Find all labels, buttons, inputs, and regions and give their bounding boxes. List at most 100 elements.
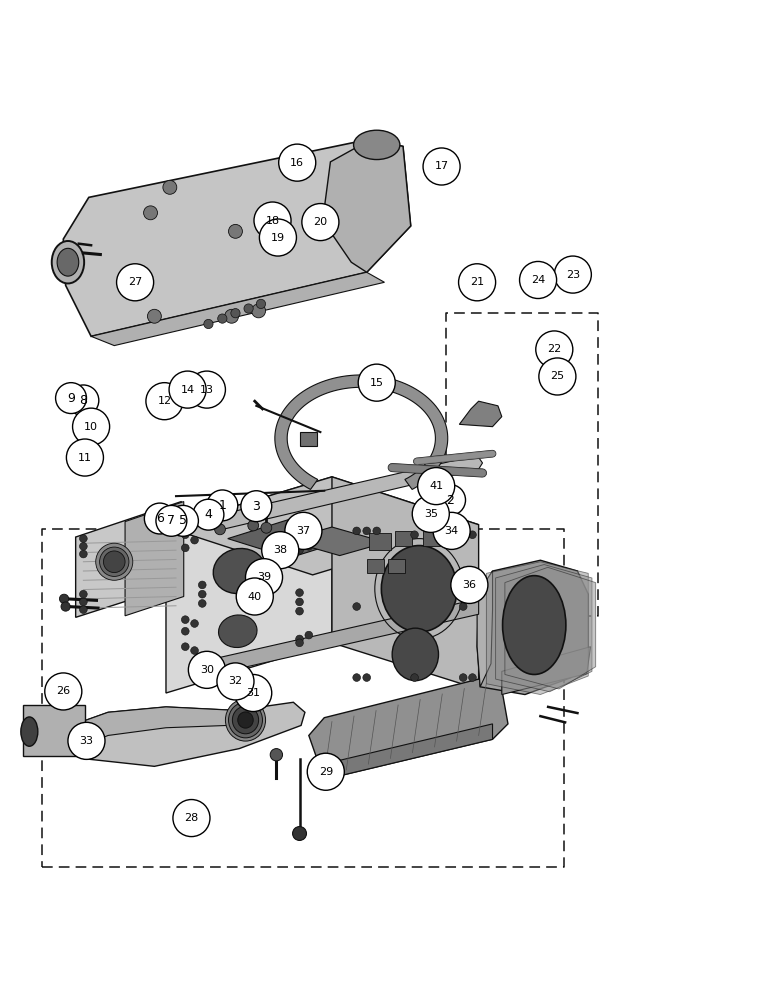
Text: 6: 6 xyxy=(156,512,164,525)
Circle shape xyxy=(296,589,303,596)
Circle shape xyxy=(144,206,157,220)
Circle shape xyxy=(217,663,254,700)
Polygon shape xyxy=(91,272,384,346)
Text: 38: 38 xyxy=(273,545,287,555)
Text: 24: 24 xyxy=(531,275,545,285)
Polygon shape xyxy=(332,477,479,689)
Text: 35: 35 xyxy=(424,509,438,519)
Circle shape xyxy=(459,674,467,681)
Text: 14: 14 xyxy=(181,385,195,395)
Polygon shape xyxy=(275,375,448,489)
Circle shape xyxy=(459,531,467,539)
Circle shape xyxy=(459,603,467,610)
Circle shape xyxy=(520,261,557,299)
Ellipse shape xyxy=(213,548,266,594)
Circle shape xyxy=(296,607,303,615)
Polygon shape xyxy=(125,502,184,616)
Circle shape xyxy=(256,299,266,309)
Circle shape xyxy=(248,520,259,531)
Circle shape xyxy=(411,674,418,681)
Circle shape xyxy=(305,631,313,639)
Circle shape xyxy=(163,180,177,194)
Circle shape xyxy=(144,503,175,534)
Text: 41: 41 xyxy=(429,481,443,491)
Circle shape xyxy=(451,566,488,603)
Text: 9: 9 xyxy=(67,392,75,405)
Circle shape xyxy=(188,371,225,408)
Text: 20: 20 xyxy=(313,217,327,227)
Ellipse shape xyxy=(225,699,266,741)
Circle shape xyxy=(191,647,198,654)
Circle shape xyxy=(80,535,87,542)
Circle shape xyxy=(198,581,206,589)
Circle shape xyxy=(254,202,291,239)
Text: 7: 7 xyxy=(168,514,175,527)
Circle shape xyxy=(80,550,87,558)
Text: 37: 37 xyxy=(296,526,310,536)
Circle shape xyxy=(156,505,187,536)
Circle shape xyxy=(45,673,82,710)
Text: 15: 15 xyxy=(370,378,384,388)
Circle shape xyxy=(279,144,316,181)
Text: 26: 26 xyxy=(56,686,70,696)
Circle shape xyxy=(207,490,238,521)
Ellipse shape xyxy=(103,551,125,573)
Circle shape xyxy=(68,385,99,416)
Circle shape xyxy=(218,314,227,323)
Text: 23: 23 xyxy=(566,270,580,280)
Circle shape xyxy=(235,674,272,712)
Polygon shape xyxy=(216,455,482,531)
Circle shape xyxy=(188,651,225,688)
Circle shape xyxy=(418,468,455,505)
Text: 30: 30 xyxy=(200,665,214,675)
Circle shape xyxy=(198,600,206,607)
Circle shape xyxy=(181,616,189,624)
Ellipse shape xyxy=(354,130,400,160)
Polygon shape xyxy=(502,647,591,695)
FancyBboxPatch shape xyxy=(388,559,405,573)
Text: 18: 18 xyxy=(266,216,279,226)
Polygon shape xyxy=(228,519,351,558)
Text: 16: 16 xyxy=(290,158,304,168)
Ellipse shape xyxy=(503,576,566,674)
Circle shape xyxy=(252,304,266,318)
Circle shape xyxy=(285,512,322,549)
Text: 8: 8 xyxy=(80,394,87,407)
FancyBboxPatch shape xyxy=(369,533,391,550)
Ellipse shape xyxy=(21,717,38,746)
Circle shape xyxy=(73,408,110,445)
Polygon shape xyxy=(309,679,508,779)
Ellipse shape xyxy=(218,615,257,648)
Circle shape xyxy=(363,527,371,535)
Circle shape xyxy=(225,309,239,323)
Circle shape xyxy=(198,590,206,598)
Text: 11: 11 xyxy=(78,453,92,463)
Circle shape xyxy=(259,219,296,256)
Circle shape xyxy=(66,439,103,476)
Polygon shape xyxy=(496,565,592,692)
Ellipse shape xyxy=(52,241,84,283)
Circle shape xyxy=(191,536,198,544)
Ellipse shape xyxy=(96,543,133,580)
Circle shape xyxy=(173,800,210,837)
Text: 31: 31 xyxy=(246,688,260,698)
Circle shape xyxy=(231,309,240,318)
Circle shape xyxy=(80,606,87,613)
Circle shape xyxy=(215,524,225,535)
Polygon shape xyxy=(486,562,588,695)
Text: 39: 39 xyxy=(257,572,271,582)
Polygon shape xyxy=(477,560,588,695)
Text: 40: 40 xyxy=(248,591,262,601)
FancyBboxPatch shape xyxy=(367,559,384,573)
Text: 33: 33 xyxy=(80,736,93,746)
Circle shape xyxy=(169,371,206,408)
Circle shape xyxy=(181,544,189,552)
Circle shape xyxy=(61,602,70,611)
Circle shape xyxy=(262,532,299,569)
Ellipse shape xyxy=(238,712,253,728)
Circle shape xyxy=(554,256,591,293)
Circle shape xyxy=(296,635,303,643)
Circle shape xyxy=(459,264,496,301)
Text: 34: 34 xyxy=(445,526,459,536)
Text: 29: 29 xyxy=(319,767,333,777)
